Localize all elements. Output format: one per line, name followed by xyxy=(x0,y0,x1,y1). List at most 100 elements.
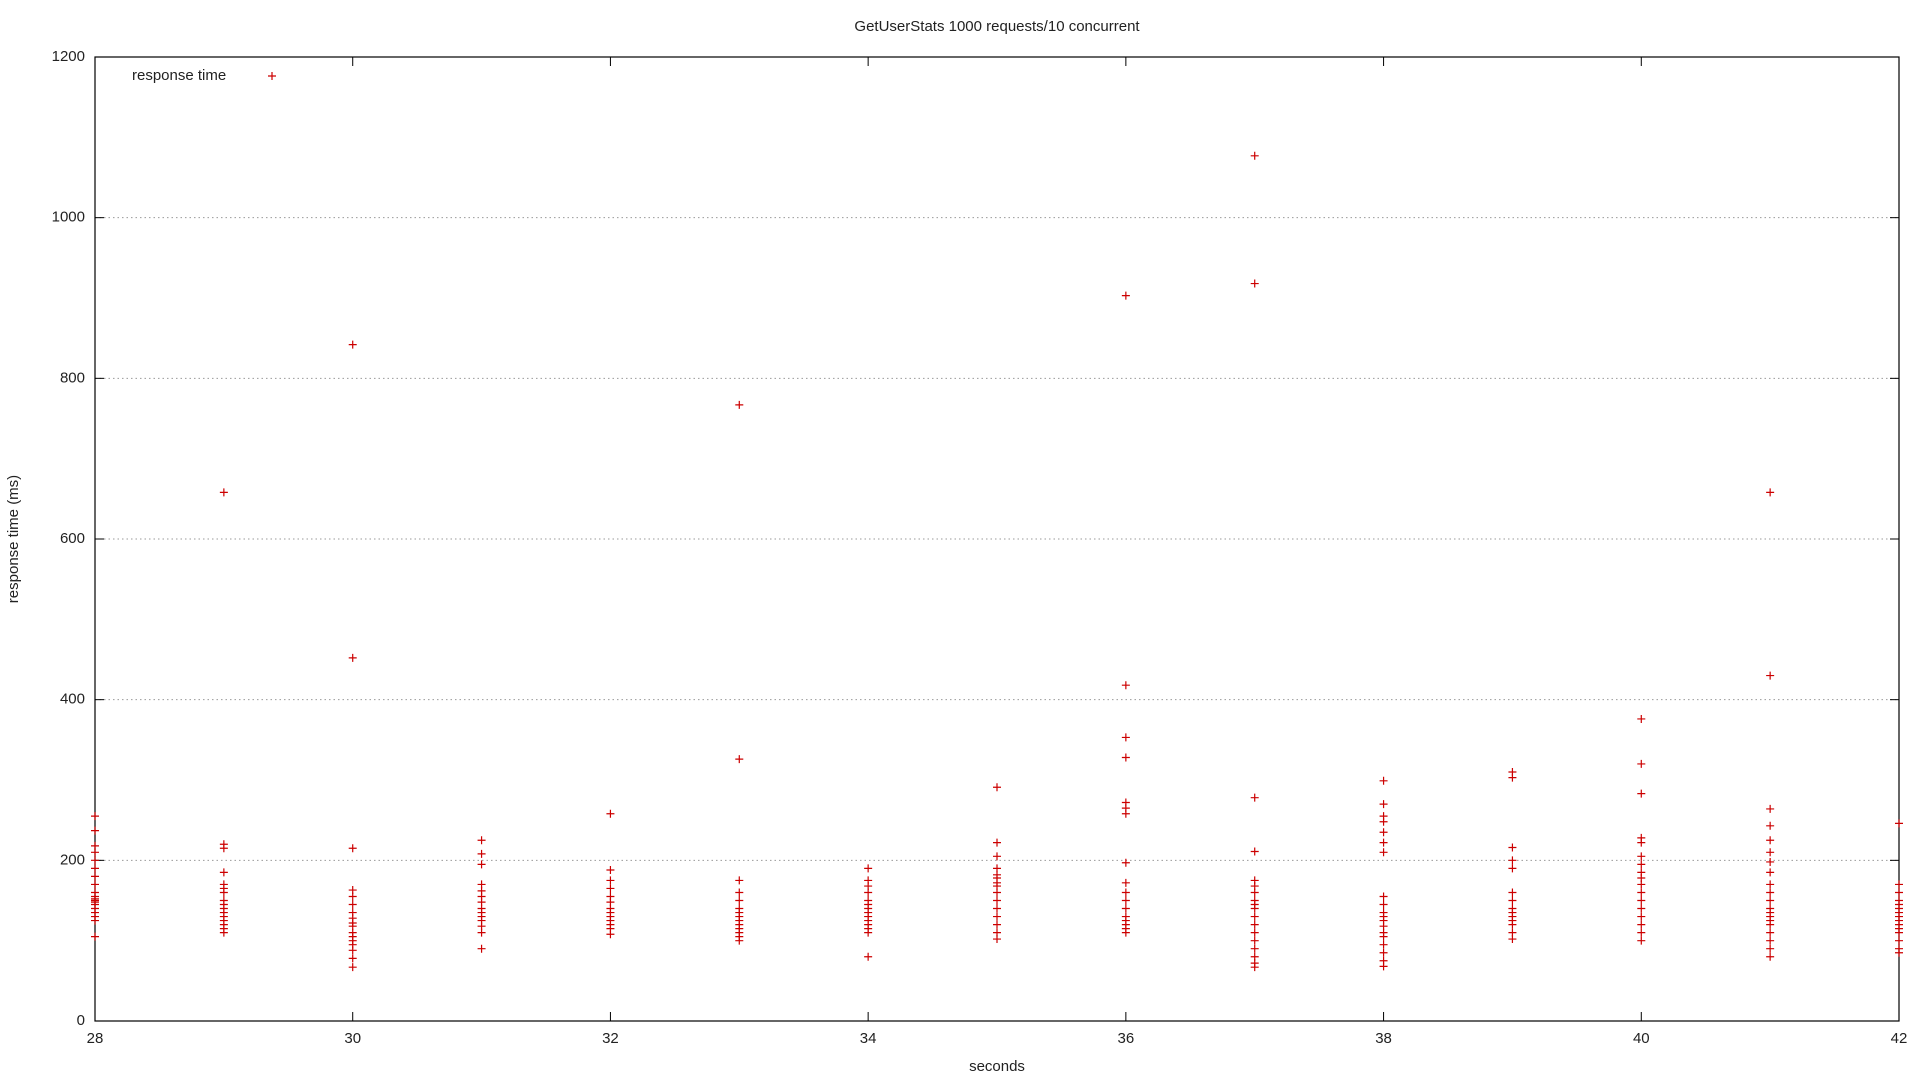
point xyxy=(993,896,1001,905)
y-tick-label: 1200 xyxy=(52,48,85,65)
point xyxy=(477,836,486,845)
point xyxy=(1250,793,1259,802)
point xyxy=(864,888,873,897)
y-tick-label: 200 xyxy=(60,851,85,868)
point xyxy=(91,872,99,881)
point xyxy=(1379,848,1388,857)
point xyxy=(348,653,357,662)
point xyxy=(1766,888,1775,897)
point xyxy=(1121,733,1130,742)
point xyxy=(606,876,615,885)
point xyxy=(1379,828,1388,837)
point xyxy=(1379,962,1388,971)
y-tick-label: 0 xyxy=(77,1012,85,1029)
point xyxy=(1379,838,1388,847)
point xyxy=(477,928,486,937)
point xyxy=(1121,928,1130,937)
point xyxy=(1121,858,1130,867)
point xyxy=(1250,151,1259,160)
y-tick-label: 800 xyxy=(60,369,85,386)
point xyxy=(1379,932,1388,941)
point xyxy=(1895,880,1903,889)
point xyxy=(1250,912,1259,921)
point xyxy=(348,892,357,901)
point xyxy=(477,860,486,869)
point xyxy=(1637,860,1646,869)
point xyxy=(1895,928,1903,937)
point xyxy=(1766,868,1775,877)
point xyxy=(993,912,1001,921)
point xyxy=(1508,935,1517,944)
point xyxy=(1637,920,1646,929)
point xyxy=(1895,936,1903,945)
point xyxy=(1508,896,1517,905)
point xyxy=(1250,888,1259,897)
point xyxy=(1637,852,1646,861)
point xyxy=(1766,821,1775,830)
point xyxy=(1121,896,1130,905)
point xyxy=(735,888,744,897)
point xyxy=(219,844,228,853)
point xyxy=(1637,928,1646,937)
point xyxy=(1379,800,1388,809)
point xyxy=(993,904,1001,913)
x-tick-label: 34 xyxy=(860,1030,877,1047)
x-tick-label: 42 xyxy=(1891,1030,1908,1047)
point xyxy=(348,844,357,853)
point xyxy=(1766,804,1775,813)
point xyxy=(1637,896,1646,905)
x-axis-label: seconds xyxy=(969,1058,1025,1075)
point xyxy=(477,944,486,953)
point xyxy=(606,809,615,818)
point xyxy=(1766,880,1775,889)
point xyxy=(1766,488,1775,497)
point xyxy=(1250,847,1259,856)
point xyxy=(1250,928,1259,937)
plot-frame xyxy=(94,56,1900,1022)
y-axis-label: response time (ms) xyxy=(5,475,22,603)
point xyxy=(735,755,744,764)
point xyxy=(1637,789,1646,798)
point xyxy=(1637,714,1646,723)
point xyxy=(91,848,99,857)
point xyxy=(91,812,99,821)
point xyxy=(606,884,615,893)
point xyxy=(993,783,1001,792)
point xyxy=(1121,681,1130,690)
point xyxy=(1250,963,1259,972)
point xyxy=(91,880,99,889)
point xyxy=(91,916,99,925)
point xyxy=(1379,948,1388,957)
point xyxy=(1508,843,1517,852)
point xyxy=(1766,857,1775,866)
point xyxy=(348,900,357,909)
y-tick-label: 400 xyxy=(60,691,85,708)
point xyxy=(1895,888,1903,897)
point xyxy=(219,488,228,497)
point xyxy=(1766,836,1775,845)
point xyxy=(1637,912,1646,921)
point xyxy=(1637,904,1646,913)
point xyxy=(1379,817,1388,826)
point xyxy=(1121,878,1130,887)
point xyxy=(1121,753,1130,762)
point xyxy=(1508,773,1517,782)
point xyxy=(348,963,357,972)
point xyxy=(993,888,1001,897)
point xyxy=(735,400,744,409)
point xyxy=(1379,776,1388,785)
legend-label: response time xyxy=(132,67,226,84)
point xyxy=(1508,888,1517,897)
point xyxy=(993,852,1001,861)
point xyxy=(1766,671,1775,680)
point xyxy=(1766,952,1775,961)
point xyxy=(864,864,873,873)
point xyxy=(1766,848,1775,857)
point xyxy=(1379,900,1388,909)
x-tick-label: 30 xyxy=(344,1030,361,1047)
point xyxy=(1250,920,1259,929)
point xyxy=(1895,819,1903,828)
point xyxy=(1766,944,1775,953)
